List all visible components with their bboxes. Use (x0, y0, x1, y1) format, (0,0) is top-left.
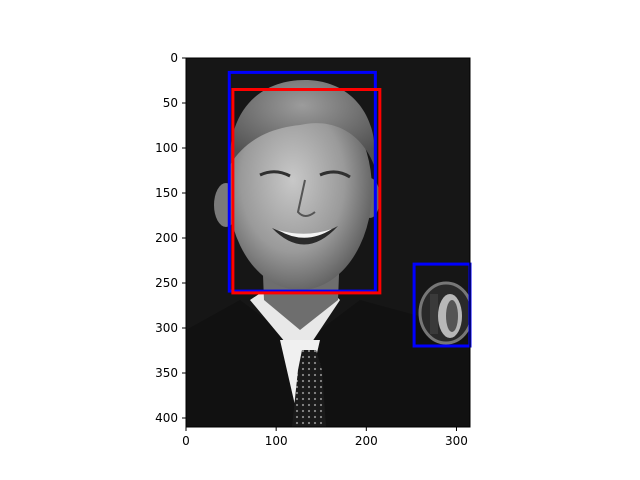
y-tick-label: 50 (163, 96, 178, 110)
teeth (278, 229, 332, 238)
microphone (418, 281, 470, 345)
x-tick-label: 0 (182, 434, 190, 448)
y-tick-label: 200 (155, 231, 178, 245)
y-tick-label: 350 (155, 366, 178, 380)
x-tick-label: 300 (445, 434, 468, 448)
nose (296, 179, 316, 217)
y-tick-label: 0 (170, 51, 178, 65)
tie (292, 350, 326, 427)
red-box-face (231, 88, 382, 295)
blue-box-face (227, 70, 377, 293)
x-axis: 0 100 200 300 (182, 427, 468, 448)
y-axis: 0 50 100 150 200 250 300 350 400 (155, 51, 186, 425)
mouth (272, 226, 338, 245)
y-tick-label: 300 (155, 321, 178, 335)
y-tick-label: 250 (155, 276, 178, 290)
x-tick-label: 100 (265, 434, 288, 448)
hair (229, 80, 375, 165)
suit (186, 300, 470, 427)
x-tick-label: 200 (355, 434, 378, 448)
y-tick-label: 400 (155, 411, 178, 425)
plot-frame (185, 57, 471, 428)
right-eye (319, 170, 351, 179)
bounding-boxes (227, 70, 472, 348)
y-tick-label: 150 (155, 186, 178, 200)
face (228, 90, 372, 290)
y-tick-label: 100 (155, 141, 178, 155)
left-eye (259, 170, 291, 178)
